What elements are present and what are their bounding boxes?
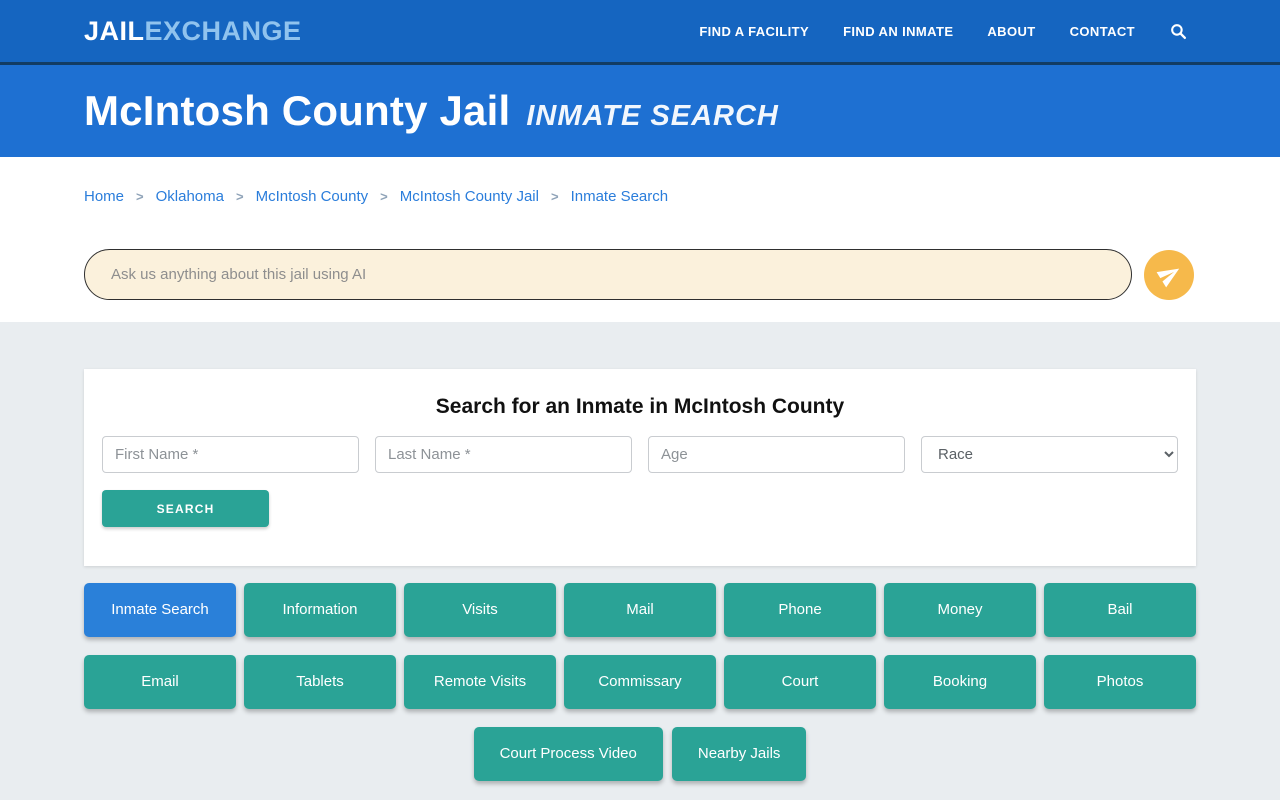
age-field[interactable] bbox=[648, 436, 905, 473]
tab-money[interactable]: Money bbox=[884, 583, 1036, 637]
breadcrumb-mcintosh-county[interactable]: McIntosh County bbox=[255, 188, 369, 205]
tab-remote-visits[interactable]: Remote Visits bbox=[404, 655, 556, 709]
tab-photos[interactable]: Photos bbox=[1044, 655, 1196, 709]
tab-bail[interactable]: Bail bbox=[1044, 583, 1196, 637]
nav-contact[interactable]: CONTACT bbox=[1069, 23, 1135, 39]
jail-tabs-grid: Inmate Search Information Visits Mail Ph… bbox=[84, 583, 1196, 709]
chevron-right-icon: > bbox=[550, 189, 559, 204]
page-subtitle: INMATE SEARCH bbox=[526, 100, 779, 132]
tab-tablets[interactable]: Tablets bbox=[244, 655, 396, 709]
page-title: McIntosh County Jail bbox=[84, 87, 511, 134]
tab-inmate-search[interactable]: Inmate Search bbox=[84, 583, 236, 637]
tab-email[interactable]: Email bbox=[84, 655, 236, 709]
inmate-search-card: Search for an Inmate in McIntosh County … bbox=[84, 369, 1196, 566]
ai-question-input[interactable] bbox=[84, 249, 1132, 300]
breadcrumb: Home > Oklahoma > McIntosh County > McIn… bbox=[84, 188, 1196, 205]
main-nav: FIND A FACILITY FIND AN INMATE ABOUT CON… bbox=[699, 22, 1188, 41]
ai-send-button[interactable] bbox=[1144, 249, 1194, 300]
first-name-field[interactable] bbox=[102, 436, 359, 473]
search-button[interactable]: SEARCH bbox=[102, 490, 269, 527]
breadcrumb-home[interactable]: Home bbox=[84, 188, 125, 205]
breadcrumb-mcintosh-county-jail[interactable]: McIntosh County Jail bbox=[399, 188, 539, 205]
nav-find-a-facility[interactable]: FIND A FACILITY bbox=[699, 23, 810, 39]
tab-nearby-jails[interactable]: Nearby Jails bbox=[671, 727, 807, 781]
chevron-right-icon: > bbox=[380, 189, 388, 204]
tab-information[interactable]: Information bbox=[244, 583, 396, 637]
tab-booking[interactable]: Booking bbox=[884, 655, 1036, 709]
send-icon bbox=[1156, 263, 1181, 287]
content-area: Search for an Inmate in McIntosh County … bbox=[0, 322, 1280, 797]
tab-court[interactable]: Court bbox=[724, 655, 876, 709]
inmate-search-heading: Search for an Inmate in McIntosh County bbox=[435, 395, 845, 418]
tab-commissary[interactable]: Commissary bbox=[564, 655, 716, 709]
nav-about[interactable]: ABOUT bbox=[987, 23, 1036, 39]
logo-jail-text: JAIL bbox=[84, 15, 145, 46]
ai-search-bar bbox=[84, 249, 1196, 300]
top-navbar: JAILEXCHANGE FIND A FACILITY FIND AN INM… bbox=[0, 0, 1280, 62]
jail-tabs-bottom-row: Court Process Video Nearby Jails bbox=[84, 727, 1196, 781]
breadcrumb-ai-section: Home > Oklahoma > McIntosh County > McIn… bbox=[0, 157, 1280, 322]
tab-phone[interactable]: Phone bbox=[724, 583, 876, 637]
tab-visits[interactable]: Visits bbox=[404, 583, 556, 637]
tab-mail[interactable]: Mail bbox=[564, 583, 716, 637]
nav-find-an-inmate[interactable]: FIND AN INMATE bbox=[843, 23, 954, 39]
chevron-right-icon: > bbox=[136, 189, 144, 204]
logo-exchange-text: EXCHANGE bbox=[144, 15, 302, 46]
jailexchange-logo[interactable]: JAILEXCHANGE bbox=[84, 16, 302, 47]
search-icon[interactable] bbox=[1169, 22, 1188, 41]
page-header-band: McIntosh County Jail INMATE SEARCH bbox=[0, 62, 1280, 157]
breadcrumb-oklahoma[interactable]: Oklahoma bbox=[155, 188, 224, 205]
last-name-field[interactable] bbox=[375, 436, 632, 473]
chevron-right-icon: > bbox=[235, 189, 244, 204]
inmate-search-fields: Race bbox=[102, 436, 1178, 473]
race-select[interactable]: Race bbox=[921, 436, 1178, 473]
breadcrumb-inmate-search[interactable]: Inmate Search bbox=[570, 188, 669, 205]
tab-court-process-video[interactable]: Court Process Video bbox=[473, 727, 663, 781]
